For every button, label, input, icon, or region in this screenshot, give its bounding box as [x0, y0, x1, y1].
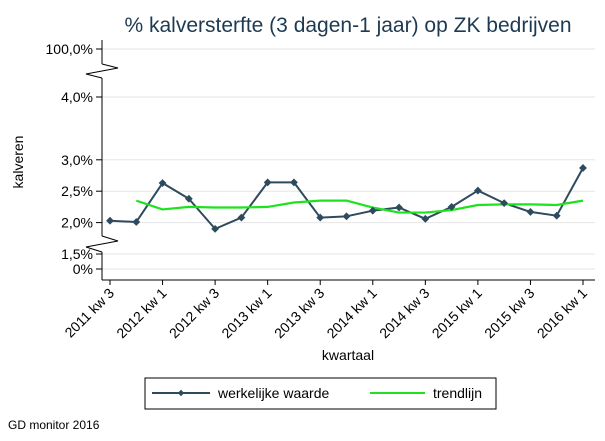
data-point [473, 186, 482, 195]
series-line [135, 199, 584, 214]
axis-break-symbol [85, 235, 119, 253]
y-axis-label: kalveren [10, 136, 26, 189]
data-point [316, 213, 325, 222]
data-point [395, 203, 403, 212]
data-point [447, 202, 456, 211]
y-tick-label: 2,5% [61, 183, 93, 199]
gridlines [102, 48, 595, 270]
data-point [500, 199, 509, 208]
legend-box [144, 377, 497, 410]
data-point [211, 224, 220, 233]
x-tick-label: 2012 kw 1 [113, 285, 170, 342]
y-tick-label: 1,5% [61, 246, 93, 262]
data-point [184, 194, 193, 203]
y-axis: 100,0% 4,0% 3,0% 2,5% 2,0% 1,5%0% [46, 40, 119, 280]
data-point [421, 214, 430, 223]
data-point [158, 179, 167, 187]
data-point [237, 213, 246, 222]
y-tick-label: 0% [73, 261, 93, 277]
x-tick-label: 2014 kw 3 [376, 285, 433, 342]
x-tick-label: 2015 kw 1 [429, 285, 486, 342]
axis-break-symbol [85, 63, 119, 79]
plot-series [106, 164, 587, 233]
data-point [106, 216, 114, 225]
legend-marker [177, 389, 185, 397]
data-point [263, 178, 272, 187]
x-tick-label: 2013 kw 1 [218, 285, 275, 342]
x-tick-label: 2011 kw 3 [61, 285, 117, 341]
chart-title: % kalversterfte (3 dagen-1 jaar) op ZK b… [124, 14, 571, 37]
data-point [132, 218, 141, 226]
x-tick-label: 2014 kw 1 [323, 285, 380, 342]
y-tick-label: 3,0% [61, 152, 93, 168]
legend-label: werkelijke waarde [217, 385, 329, 401]
y-tick-label: 4,0% [61, 89, 93, 105]
data-point [290, 178, 298, 187]
legend: werkelijke waarde trendlijn [144, 377, 497, 410]
data-point [368, 206, 377, 215]
data-point [552, 211, 561, 220]
source-note: GD monitor 2016 [8, 418, 100, 432]
legend-label: trendlijn [433, 385, 482, 401]
data-point [342, 212, 351, 221]
x-tick-label: 2015 kw 3 [481, 285, 538, 342]
x-axis-label: kwartaal [322, 347, 374, 363]
y-tick-label: 100,0% [46, 41, 93, 57]
data-point [526, 208, 535, 216]
data-point [579, 164, 587, 172]
x-tick-label: 2012 kw 3 [166, 285, 223, 342]
x-tick-label: 2013 kw 3 [271, 285, 328, 342]
x-tick-label: 2016 kw 1 [534, 285, 591, 342]
y-tick-label: 2,0% [61, 215, 93, 231]
